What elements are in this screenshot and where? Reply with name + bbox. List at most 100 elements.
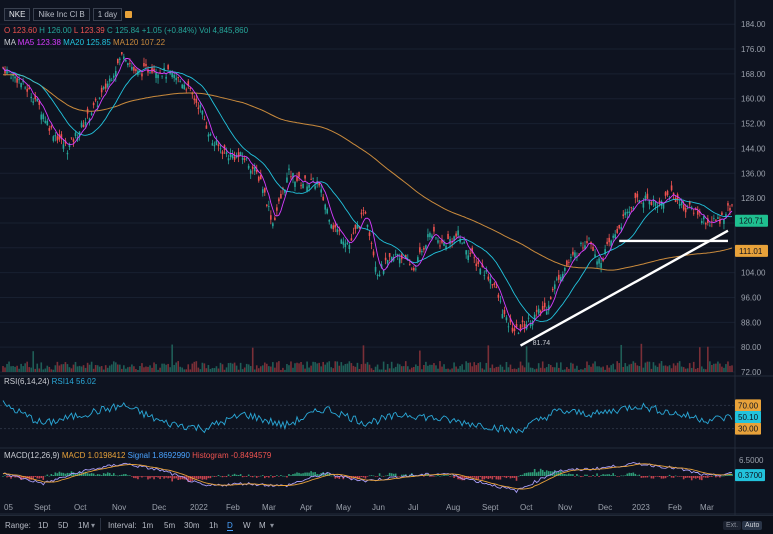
macd-histogram-bar	[700, 476, 703, 481]
volume-bar	[96, 365, 99, 372]
interval-w[interactable]: W	[243, 521, 251, 530]
range-1m[interactable]: 1M	[78, 521, 90, 530]
interval-5m[interactable]: 5m	[164, 521, 176, 530]
timeframe-badge[interactable]: 1 day	[92, 8, 123, 21]
candle-body	[634, 192, 637, 198]
volume-bar	[139, 366, 141, 372]
macd-histogram-bar	[531, 472, 534, 476]
collapse-icon[interactable]	[125, 11, 133, 18]
range-5d[interactable]: 5D	[58, 521, 69, 530]
macd-histogram-bar	[245, 476, 248, 477]
candle-body	[598, 258, 600, 264]
macd-label: MACD(12,26,9)	[4, 451, 60, 460]
auto-toggle[interactable]: Auto	[742, 521, 763, 530]
macd-histogram-bar	[604, 474, 606, 476]
macd-histogram-bar	[634, 473, 637, 476]
interval-d[interactable]: D	[227, 521, 233, 531]
macd-histogram-bar	[145, 476, 147, 477]
volume-bar	[425, 361, 427, 372]
volume-bar	[384, 369, 387, 372]
candle-body	[100, 87, 103, 93]
x-tick-label: Apr	[300, 503, 313, 512]
volume-bar	[78, 365, 81, 372]
volume-bar	[20, 363, 22, 372]
volume-bar	[473, 362, 476, 372]
macd-histogram-bar	[553, 470, 556, 476]
range-1d[interactable]: 1D	[38, 521, 49, 530]
macd-histogram-bar	[302, 473, 304, 476]
volume-bar	[8, 361, 10, 372]
volume-bar	[386, 364, 389, 372]
macd-histogram-bar	[96, 474, 99, 476]
interval-1h[interactable]: 1h	[209, 521, 218, 530]
macd-histogram-bar	[259, 475, 262, 477]
macd-histogram-bar	[80, 474, 83, 476]
macd-histogram-bar	[243, 476, 246, 477]
candle-body	[207, 134, 210, 137]
candle-body	[664, 192, 667, 196]
macd-histogram-bar	[326, 472, 329, 476]
macd-histogram-bar	[318, 474, 320, 476]
macd-histogram-bar	[398, 476, 401, 477]
macd-histogram-bar	[10, 476, 12, 479]
candle-body	[364, 212, 367, 214]
macd-histogram-bar	[594, 476, 596, 477]
candle-body	[660, 201, 663, 206]
macd-histogram-bar	[513, 476, 516, 478]
macd-histogram-bar	[626, 473, 629, 476]
volume-bar	[678, 361, 681, 372]
candle-body	[332, 225, 335, 230]
macd-histogram-bar	[646, 476, 649, 478]
candle-body	[608, 237, 610, 243]
candle-body	[551, 288, 554, 291]
macd-histogram-bar	[443, 474, 445, 476]
interval-dropdown-icon[interactable]: ▾	[270, 521, 275, 530]
interval-1m[interactable]: 1m	[142, 521, 154, 530]
ext-toggle[interactable]: Ext.	[723, 521, 742, 530]
candle-body	[729, 208, 731, 211]
macd-histogram-bar	[56, 473, 59, 476]
volume-bar	[427, 365, 429, 372]
symbol-badge[interactable]: NKE	[4, 8, 31, 21]
range-dropdown-icon[interactable]: ▾	[91, 521, 96, 530]
volume-bar	[32, 351, 35, 372]
candle-body	[402, 263, 405, 265]
candle-body	[116, 58, 119, 64]
macd-histogram-bar	[688, 476, 691, 478]
macd-histogram-bar	[300, 473, 302, 476]
volume-bar	[302, 364, 304, 372]
rsi14-value: RSI14 56.02	[51, 377, 97, 386]
macd-histogram-bar	[382, 476, 385, 477]
volume-bar	[366, 362, 369, 372]
candle-body	[404, 254, 407, 259]
volume-bar	[451, 368, 453, 372]
volume-bar	[227, 363, 230, 372]
macd-histogram-bar	[628, 472, 631, 476]
macd-histogram-bar	[223, 476, 226, 477]
volume-bar	[388, 368, 391, 372]
macd-tick-label: 6.5000	[739, 456, 764, 465]
macd-histogram-bar	[686, 476, 689, 478]
symbol-name[interactable]: Nike Inc Cl B	[33, 8, 90, 21]
candle-body	[278, 198, 280, 202]
macd-histogram-bar	[703, 476, 705, 478]
candle-body	[123, 56, 125, 60]
candle-body	[602, 259, 604, 261]
volume-bar	[253, 369, 256, 372]
volume-bar	[161, 363, 163, 372]
candle-body	[686, 208, 689, 210]
macd-histogram-bar	[493, 476, 496, 478]
candle-body	[457, 230, 459, 236]
candle-body	[274, 217, 276, 221]
interval-30m[interactable]: 30m	[184, 521, 200, 530]
macd-histogram-bar	[159, 476, 161, 480]
volume-bar	[491, 364, 494, 372]
volume-bar	[594, 361, 596, 372]
volume-bar	[374, 366, 377, 372]
candle-body	[199, 105, 202, 108]
candle-body	[177, 76, 180, 78]
candle-body	[394, 253, 397, 255]
candle-body	[193, 98, 196, 101]
interval-m[interactable]: M	[259, 521, 266, 530]
volume-bar	[18, 368, 20, 372]
